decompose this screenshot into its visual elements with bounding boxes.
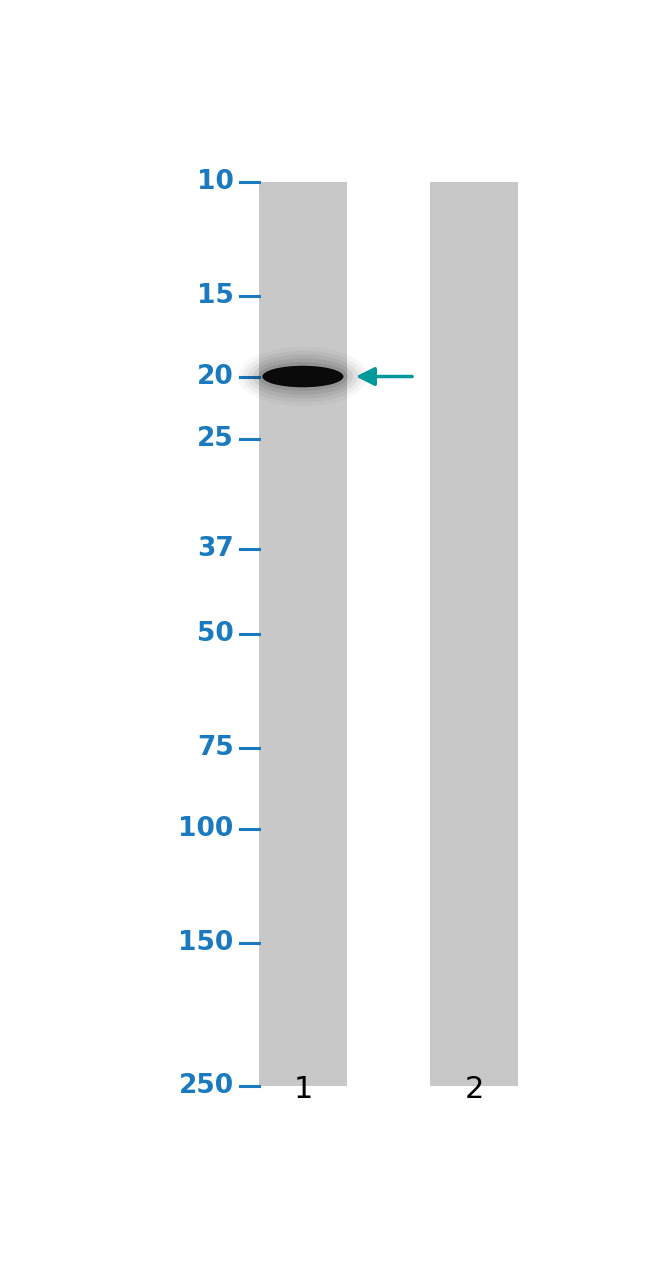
Text: 50: 50 bbox=[197, 621, 233, 646]
Text: 10: 10 bbox=[197, 169, 233, 194]
Bar bbox=[430, 182, 518, 1086]
Ellipse shape bbox=[263, 366, 343, 387]
Text: 250: 250 bbox=[179, 1073, 233, 1100]
Text: 100: 100 bbox=[178, 815, 233, 842]
Ellipse shape bbox=[257, 362, 348, 391]
Ellipse shape bbox=[253, 358, 353, 395]
Text: 150: 150 bbox=[178, 930, 233, 956]
Bar bbox=[259, 182, 347, 1086]
Text: 37: 37 bbox=[197, 536, 233, 563]
Text: 75: 75 bbox=[197, 735, 233, 761]
Text: 2: 2 bbox=[465, 1074, 484, 1104]
Ellipse shape bbox=[248, 354, 358, 399]
Text: 20: 20 bbox=[197, 363, 233, 390]
Text: 15: 15 bbox=[197, 283, 233, 309]
Text: 25: 25 bbox=[197, 427, 233, 452]
Text: 1: 1 bbox=[293, 1074, 313, 1104]
Ellipse shape bbox=[263, 366, 343, 387]
